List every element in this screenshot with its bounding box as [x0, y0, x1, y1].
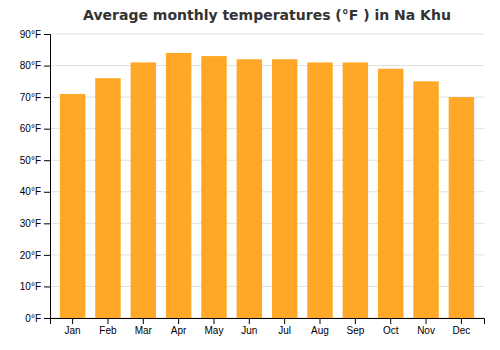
tick: 10°F: [20, 281, 50, 292]
bar: [378, 69, 403, 318]
title: Average monthly temperatures (°F ) in Na…: [83, 7, 451, 23]
bar: [237, 59, 262, 318]
tick-mark: [44, 192, 50, 193]
grid-line: [50, 34, 484, 35]
tick-mark: [44, 286, 50, 287]
grid: [50, 34, 484, 318]
tick-mark: [44, 318, 50, 319]
bars: [60, 53, 474, 318]
tick: 0°F: [25, 313, 50, 324]
bar: [95, 78, 120, 318]
tick: 40°F: [20, 186, 50, 197]
tick-label: 60°F: [20, 123, 41, 134]
tick-label: Dec: [452, 325, 470, 336]
bar: [307, 62, 332, 318]
tick: Aug: [311, 318, 329, 336]
tick-label: 90°F: [20, 29, 41, 40]
tick: 20°F: [20, 250, 50, 261]
tick-label: Jan: [65, 325, 81, 336]
tick-mark: [249, 318, 250, 324]
bar: [131, 62, 156, 318]
tick-mark: [44, 255, 50, 256]
tick: 80°F: [20, 60, 50, 71]
tick: Mar: [135, 318, 153, 336]
tick-label: Apr: [171, 325, 187, 336]
tick-label: 10°F: [20, 281, 41, 292]
tick-label: 80°F: [20, 60, 41, 71]
tick-mark: [213, 318, 214, 324]
tick: 90°F: [20, 29, 50, 40]
tick-label: Jun: [241, 325, 257, 336]
tick-label: 70°F: [20, 92, 41, 103]
tick: Jan: [65, 318, 81, 336]
tick: Sep: [346, 318, 364, 336]
chart: 0°F 10°F 20°F 30°F 40°F 50°F 60°F 70°F 80°F 90°F J…: [0, 0, 500, 350]
tick-mark: [355, 318, 356, 324]
tick: Jun: [241, 318, 257, 336]
bar: [272, 59, 297, 318]
tick-label: Sep: [346, 325, 364, 336]
tick: 50°F: [20, 155, 50, 166]
tick: 60°F: [20, 123, 50, 134]
tick-mark: [461, 318, 462, 324]
bar: [413, 81, 438, 318]
tick-label: 0°F: [25, 313, 41, 324]
tick-mark: [44, 66, 50, 67]
tick-mark: [107, 318, 108, 324]
tick: May: [205, 318, 224, 336]
tick-mark: [44, 97, 50, 98]
tick-mark: [390, 318, 391, 324]
bar: [343, 62, 368, 318]
tick: Apr: [171, 318, 187, 336]
tick: Dec: [452, 318, 470, 336]
tick: Feb: [99, 318, 117, 336]
tick: 30°F: [20, 218, 50, 229]
tick-label: Nov: [417, 325, 435, 336]
tick-label: Mar: [135, 325, 153, 336]
tick: 70°F: [20, 92, 50, 103]
tick-label: 40°F: [20, 186, 41, 197]
tick-label: Jul: [278, 325, 291, 336]
tick-label: 20°F: [20, 250, 41, 261]
tick-mark: [72, 318, 73, 324]
tick-label: Aug: [311, 325, 329, 336]
tick-mark: [143, 318, 144, 324]
grid-line: [50, 65, 484, 66]
tick: Jul: [278, 318, 291, 336]
tick-mark: [44, 34, 50, 35]
tick-label: Feb: [99, 325, 117, 336]
tick-label: Oct: [383, 325, 399, 336]
tick-mark: [44, 223, 50, 224]
bar: [166, 53, 191, 318]
tick-mark: [178, 318, 179, 324]
bar: [201, 56, 226, 318]
tick-label: 30°F: [20, 218, 41, 229]
tick-label: May: [205, 325, 224, 336]
y-axis: 0°F 10°F 20°F 30°F 40°F 50°F 60°F 70°F 80°F 90°F: [20, 29, 51, 324]
tick-mark: [320, 318, 321, 324]
tick-label: 50°F: [20, 155, 41, 166]
tick-mark: [284, 318, 285, 324]
tick: Oct: [383, 318, 399, 336]
tick-mark: [44, 160, 50, 161]
tick: Nov: [417, 318, 435, 336]
tick-mark: [44, 129, 50, 130]
x-axis: Jan Feb Mar Apr May Jun Jul Aug Sep Oct Nov Dec: [51, 318, 485, 336]
bar: [449, 97, 474, 318]
tick-mark: [426, 318, 427, 324]
axis-line: [51, 319, 485, 325]
axis-line: [44, 35, 51, 319]
plot: 0°F 10°F 20°F 30°F 40°F 50°F 60°F 70°F 80°F 90°F J…: [20, 29, 485, 336]
bar: [60, 94, 85, 318]
